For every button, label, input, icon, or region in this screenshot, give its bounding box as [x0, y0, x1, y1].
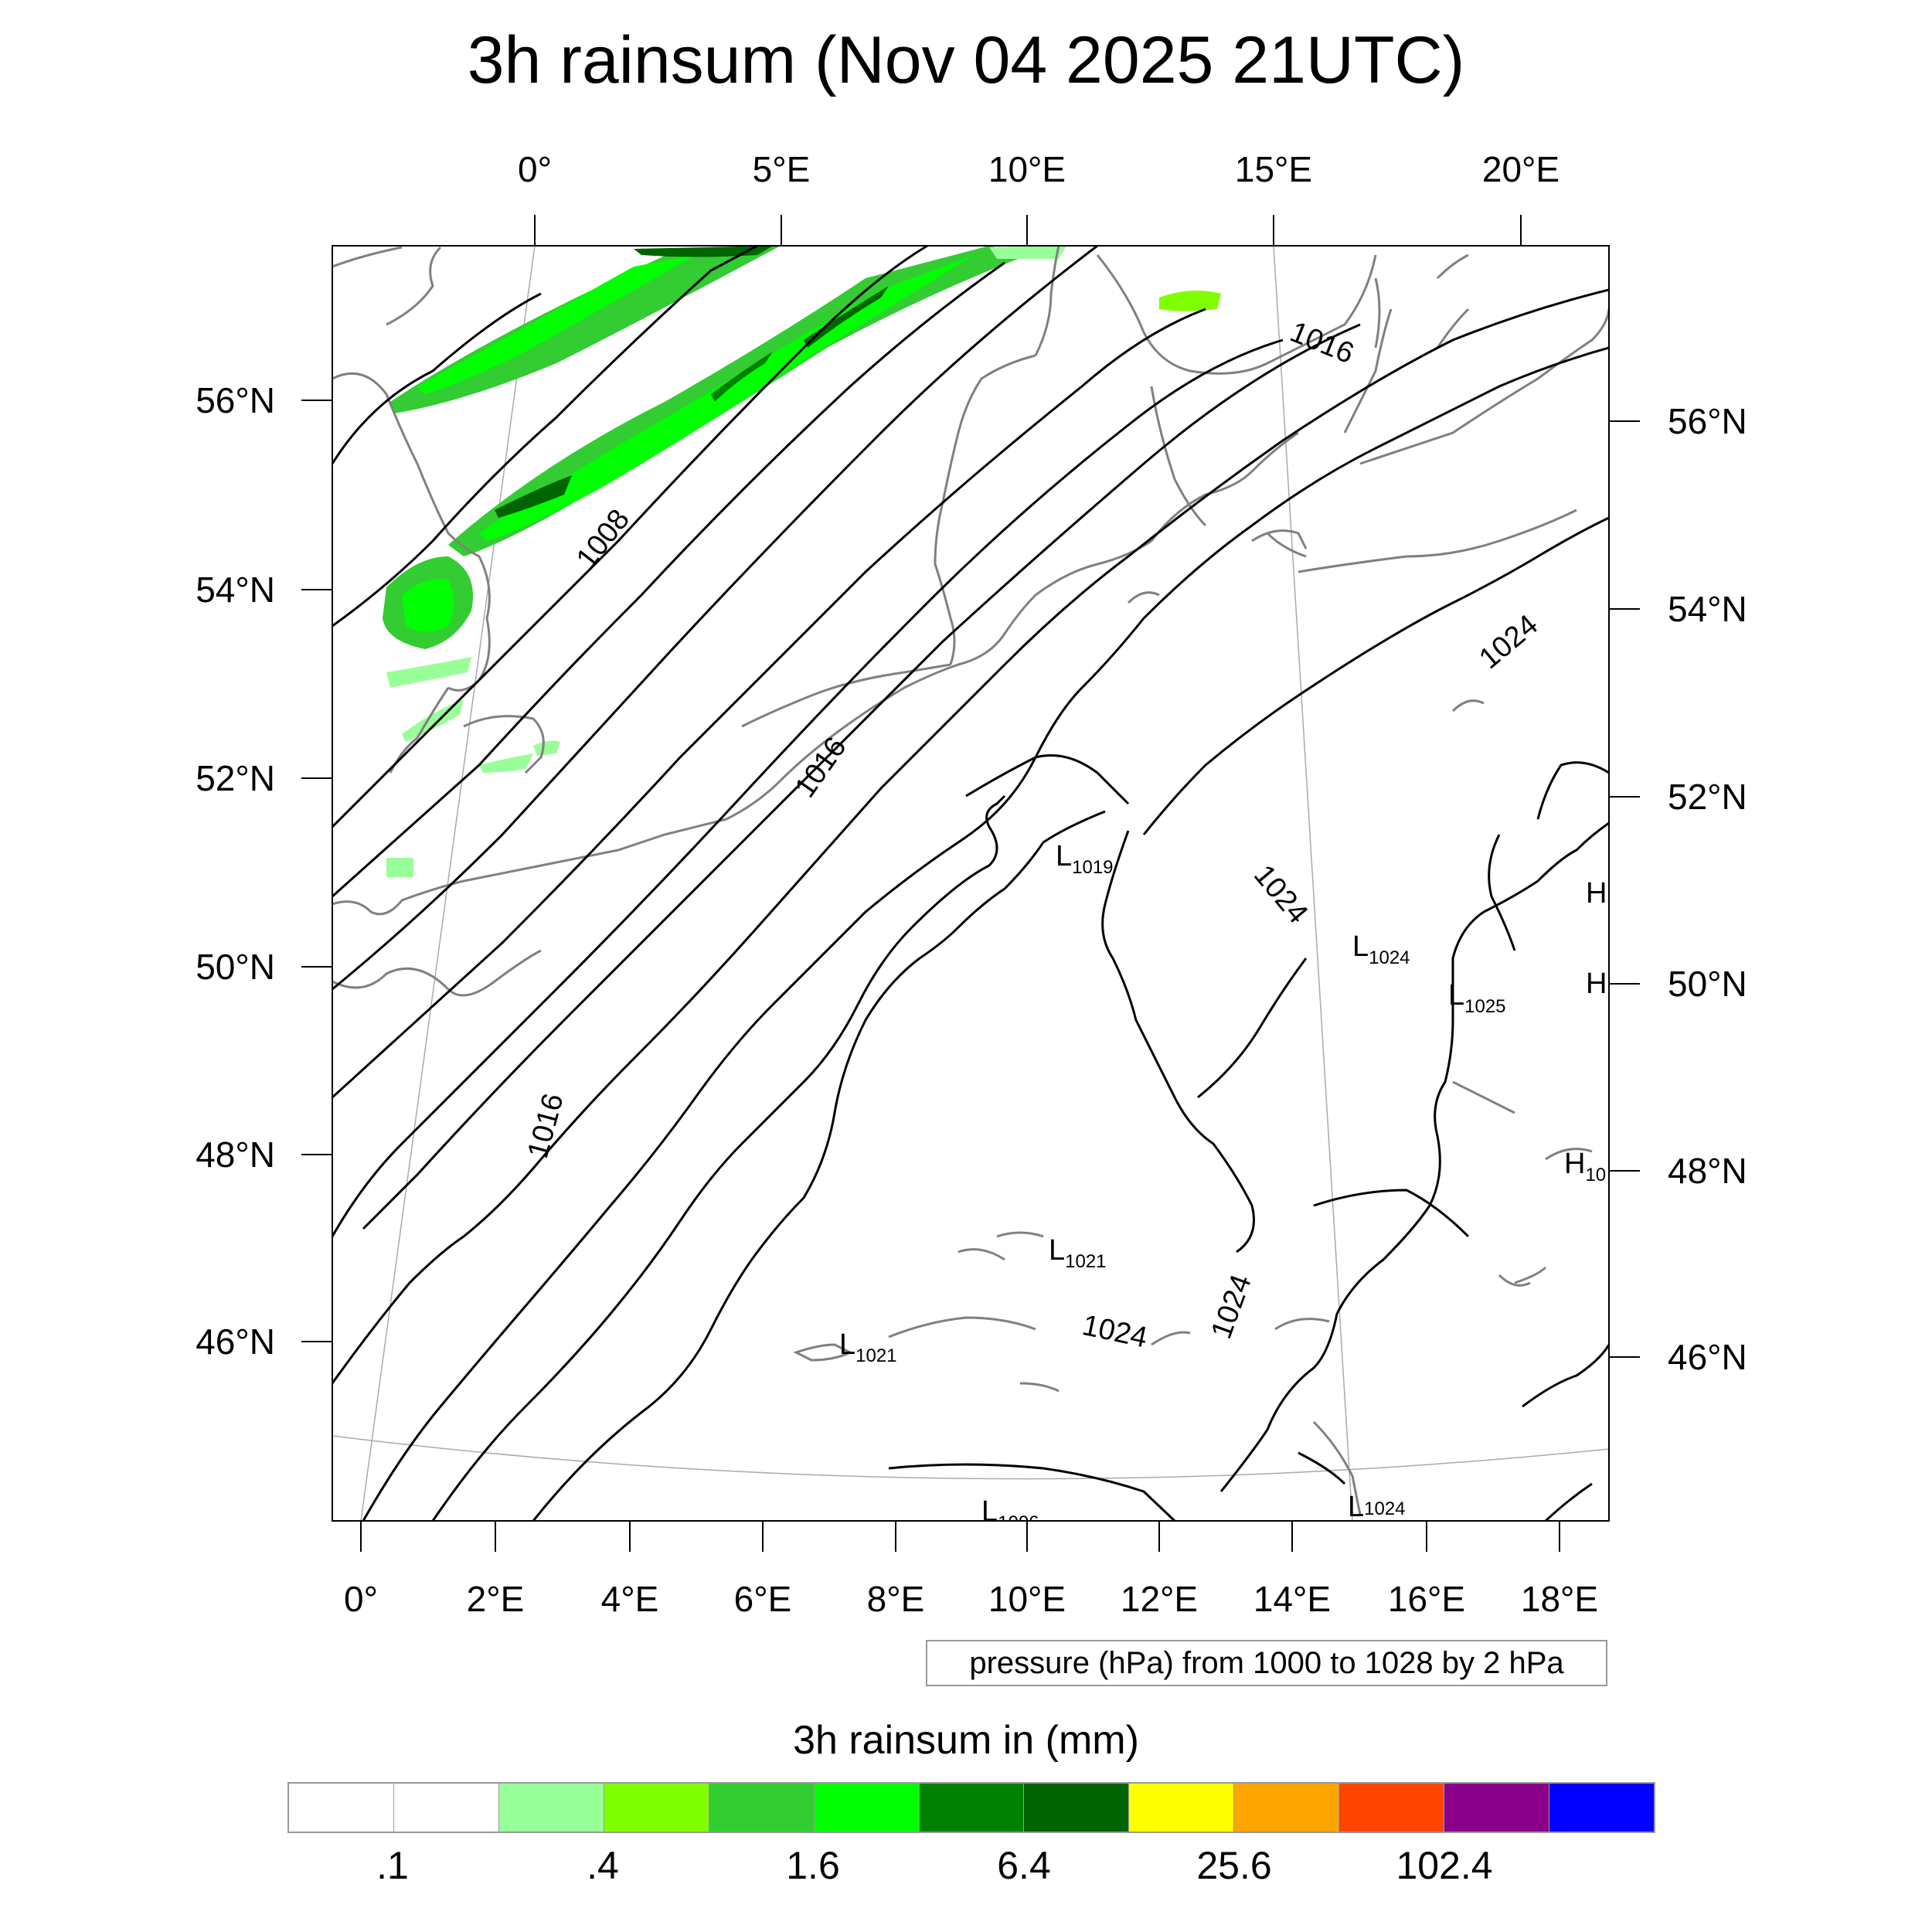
- bottom-lon-label: 16°E: [1388, 1579, 1465, 1619]
- right-lat-label: 50°N: [1668, 964, 1747, 1004]
- left-lat-label: 50°N: [196, 947, 275, 987]
- left-lat-label: 54°N: [196, 570, 275, 610]
- bottom-lon-label: 4°E: [601, 1579, 659, 1619]
- contour-info-box: pressure (hPa) from 1000 to 1028 by 2 hP…: [926, 1640, 1607, 1686]
- bottom-lon-label: 0°: [344, 1579, 378, 1619]
- isobars: [332, 246, 1609, 1521]
- left-lat-label: 46°N: [196, 1321, 275, 1362]
- low-center: L1024: [1348, 1491, 1406, 1523]
- colorbar-swatch: [393, 1784, 499, 1832]
- right-lat-label: 56°N: [1668, 401, 1747, 441]
- rain-patch-north-edge: [989, 246, 1066, 259]
- colorbar-label: .1: [376, 1844, 409, 1887]
- right-lat-label: 48°N: [1668, 1151, 1747, 1191]
- bottom-lon-label: 2°E: [467, 1579, 525, 1619]
- colorbar-label: 102.4: [1396, 1844, 1493, 1887]
- colorbar-swatch: [289, 1784, 394, 1832]
- coastlines: [332, 246, 1609, 1515]
- bottom-lon-labels: 0° 2°E 4°E 6°E 8°E 10°E 12°E 14°E 16°E 1…: [344, 1579, 1598, 1619]
- right-lat-label: 54°N: [1668, 589, 1747, 629]
- colorbar-swatch: [709, 1784, 815, 1832]
- colorbar-swatch: [1234, 1784, 1340, 1832]
- colorbar-swatch: [1129, 1784, 1235, 1832]
- rain-patch-6: [533, 740, 560, 756]
- colorbar-label: 25.6: [1196, 1844, 1272, 1887]
- colorbar-swatch: [1024, 1784, 1130, 1832]
- bottom-lon-label: 18°E: [1521, 1579, 1598, 1619]
- pressure-centers: L1019 L1024 L1025 L1021 L1021 L1024 L100…: [839, 840, 1607, 1533]
- colorbar-title: 3h rainsum in (mm): [793, 1718, 1139, 1763]
- top-lon-label: 5°E: [753, 149, 811, 189]
- colorbar-swatch: [1444, 1784, 1550, 1832]
- low-center: L1021: [839, 1328, 897, 1366]
- colorbar-swatch: [919, 1784, 1025, 1832]
- high-center: H: [1586, 968, 1607, 1000]
- rain-patch-3: [386, 657, 471, 688]
- rain-patch-4: [386, 858, 413, 877]
- low-center: L1021: [1049, 1234, 1107, 1272]
- right-lat-label: 52°N: [1668, 777, 1747, 817]
- colorbar-label: .4: [587, 1844, 619, 1887]
- right-lat-labels: 56°N 54°N 52°N 50°N 48°N 46°N: [1668, 401, 1747, 1377]
- top-lon-label: 20°E: [1482, 149, 1560, 189]
- rain-max-2: [711, 352, 773, 402]
- rain-patch-uk-core: [402, 579, 454, 632]
- rain-band-north: [390, 246, 781, 413]
- rain-band-central-core: [479, 255, 974, 541]
- plot-frame: [332, 245, 1610, 1522]
- high-center: H: [1586, 877, 1607, 910]
- rain-patch-sweden: [1159, 291, 1221, 311]
- top-lon-label: 10°E: [988, 149, 1066, 189]
- colorbar-swatch: [1549, 1784, 1654, 1832]
- rain-band-north-core: [417, 255, 696, 394]
- colorbar-swatch: [814, 1784, 920, 1832]
- left-lat-labels: 56°N 54°N 52°N 50°N 48°N 46°N: [196, 380, 275, 1362]
- left-lat-label: 52°N: [196, 758, 275, 798]
- plot-area: [332, 246, 1609, 1521]
- colorbar-swatch: [498, 1784, 604, 1832]
- colorbar: [287, 1782, 1655, 1833]
- bottom-lon-label: 10°E: [988, 1579, 1066, 1619]
- right-lat-label: 46°N: [1668, 1337, 1747, 1377]
- rain-shading: [383, 246, 1221, 877]
- bottom-lon-label: 8°E: [867, 1579, 925, 1619]
- rain-max-3: [804, 286, 889, 348]
- top-lon-labels: 0° 5°E 10°E 15°E 20°E: [518, 149, 1560, 189]
- bottom-lon-label: 14°E: [1253, 1579, 1331, 1619]
- left-lat-label: 56°N: [196, 380, 275, 420]
- rain-max-1: [495, 475, 572, 518]
- colorbar-swatch: [1339, 1784, 1445, 1832]
- bottom-lon-label: 6°E: [734, 1579, 792, 1619]
- high-center: H10: [1564, 1148, 1606, 1185]
- low-center: L1006: [981, 1495, 1039, 1533]
- map-title: 3h rainsum (Nov 04 2025 21UTC): [467, 23, 1465, 97]
- top-lon-label: 0°: [518, 149, 552, 189]
- colorbar-label: 6.4: [997, 1844, 1051, 1887]
- bottom-lon-label: 12°E: [1121, 1579, 1198, 1619]
- low-center: L1025: [1448, 979, 1506, 1017]
- tick-marks: [301, 215, 1640, 1552]
- low-center: L1024: [1352, 930, 1410, 968]
- colorbar-label: 1.6: [786, 1844, 840, 1887]
- colorbar-swatch: [604, 1784, 709, 1832]
- top-lon-label: 15°E: [1235, 149, 1312, 189]
- low-center: L1019: [1056, 840, 1114, 878]
- left-lat-label: 48°N: [196, 1134, 275, 1175]
- rain-patch-5: [479, 753, 533, 773]
- rain-band-north-max: [634, 246, 773, 257]
